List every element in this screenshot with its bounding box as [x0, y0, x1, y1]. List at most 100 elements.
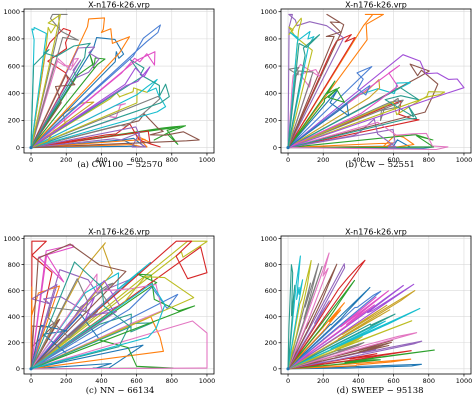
x-tick-label: 400: [95, 156, 107, 164]
route-line: [287, 134, 434, 149]
route-line: [287, 286, 371, 370]
route-line: [30, 244, 75, 369]
y-tick-label: 200: [265, 339, 277, 347]
route-line: [287, 252, 330, 370]
route-line: [287, 341, 365, 370]
y-tick-label: 200: [8, 117, 20, 125]
y-tick-label: 200: [265, 117, 277, 125]
route-line: [287, 340, 423, 370]
route-line: [287, 63, 439, 149]
y-tick-label: 1000: [260, 8, 277, 16]
route-line: [30, 240, 53, 369]
y-tick-label: 400: [265, 90, 277, 98]
y-tick-label: 600: [8, 287, 20, 295]
route-line: [287, 307, 421, 370]
route-line: [287, 279, 356, 370]
route-line: [287, 263, 338, 370]
route-line: [287, 350, 412, 370]
route-line: [287, 13, 345, 148]
x-tick-label: 600: [130, 156, 142, 164]
route-line: [30, 74, 76, 148]
route-line: [287, 63, 321, 148]
depot-point: [29, 367, 33, 371]
y-tick-label: 600: [8, 62, 20, 70]
route-line: [30, 278, 99, 370]
x-tick-label: 600: [130, 377, 142, 385]
y-tick-label: 800: [265, 35, 277, 43]
route-line: [287, 54, 465, 149]
route-line: [30, 126, 147, 149]
axes-frame: [280, 8, 472, 154]
x-tick-label: 1000: [199, 156, 216, 164]
x-tick-label: 200: [317, 156, 329, 164]
caption-b: (b) CW − 52551: [345, 160, 415, 170]
route-line: [287, 34, 321, 148]
x-tick-label: 600: [387, 156, 399, 164]
caption-a: (a) CW100 − 52570: [77, 160, 163, 170]
x-tick-label: 200: [317, 377, 329, 385]
route-line: [287, 264, 296, 369]
route-line: [30, 242, 113, 370]
route-line: [287, 320, 413, 370]
y-tick-label: 400: [8, 313, 20, 321]
route-line: [287, 358, 412, 370]
route-line: [287, 263, 346, 370]
y-tick-label: 600: [265, 287, 277, 295]
depot-point: [286, 367, 290, 371]
y-tick-label: 800: [8, 35, 20, 43]
x-tick-label: 400: [95, 377, 107, 385]
route-line: [30, 261, 152, 370]
x-tick-label: 0: [286, 377, 290, 385]
y-tick-label: 1000: [260, 235, 277, 243]
route-line: [287, 339, 393, 370]
route-line: [30, 26, 47, 148]
route-line: [30, 54, 106, 148]
panel-title: X-n176-k26.vrp: [345, 228, 407, 237]
x-tick-label: 200: [60, 377, 72, 385]
route-line: [30, 95, 161, 149]
route-line: [287, 34, 356, 148]
x-tick-label: 800: [166, 156, 178, 164]
axes-frame: [23, 8, 215, 154]
route-line: [287, 263, 323, 369]
x-tick-label: 1000: [199, 377, 216, 385]
route-line: [30, 313, 153, 370]
route-line: [287, 100, 420, 149]
x-tick-label: 1000: [456, 156, 473, 164]
y-tick-label: 600: [265, 62, 277, 70]
chart-panel-c: 0 200 400 600 800 1000 0 200 400 600 800 1000 X-n176…: [3, 228, 215, 386]
route-line: [30, 78, 167, 149]
route-line: [287, 64, 401, 149]
x-tick-label: 400: [352, 377, 364, 385]
x-tick-label: 1000: [456, 377, 473, 385]
route-line: [30, 14, 61, 148]
chart-panel-b: 0 200 400 600 800 1000 0 200 400 600 800 1000 X-n176…: [260, 1, 472, 165]
x-tick-label: 0: [286, 156, 290, 164]
axes-frame: [280, 235, 472, 375]
y-tick-label: 0: [16, 365, 20, 373]
route-line: [287, 80, 345, 148]
axes-frame: [23, 235, 215, 375]
route-line: [287, 17, 313, 148]
x-tick-label: 0: [29, 156, 33, 164]
route-line: [30, 273, 163, 370]
route-line: [30, 240, 208, 370]
x-tick-label: 800: [166, 377, 178, 385]
route-line: [287, 87, 420, 149]
x-tick-label: 800: [423, 156, 435, 164]
y-tick-label: 1000: [3, 8, 20, 16]
route-line: [30, 284, 117, 370]
y-tick-label: 800: [8, 261, 20, 269]
y-tick-label: 0: [273, 365, 277, 373]
route-line: [287, 79, 381, 149]
route-line: [30, 51, 156, 149]
route-line: [30, 261, 132, 370]
route-line: [287, 259, 366, 370]
route-line: [287, 290, 416, 370]
y-tick-label: 400: [8, 90, 20, 98]
route-line: [30, 42, 91, 148]
route-line: [287, 259, 312, 369]
route-line: [287, 349, 435, 370]
route-line: [287, 13, 345, 148]
route-line: [287, 66, 373, 149]
